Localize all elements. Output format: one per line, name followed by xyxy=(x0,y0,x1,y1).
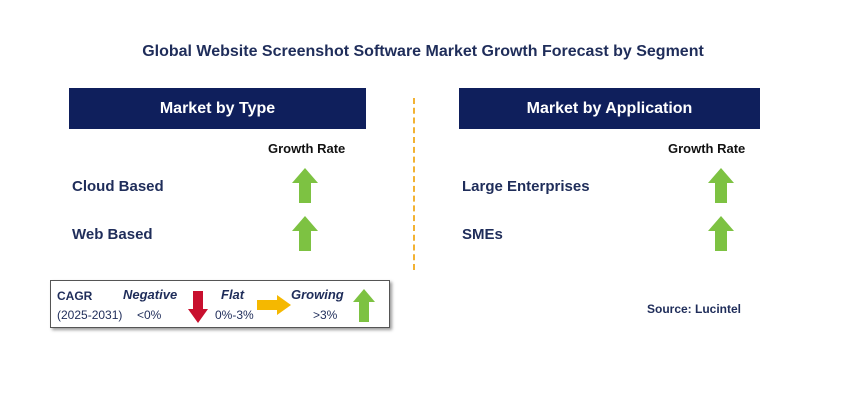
negative-range: <0% xyxy=(137,308,162,322)
cagr-label: CAGR xyxy=(57,289,93,303)
market-by-application-header: Market by Application xyxy=(459,88,760,129)
market-by-type-header: Market by Type xyxy=(69,88,366,129)
growing-range: >3% xyxy=(313,308,338,322)
application-growth-rate-label: Growth Rate xyxy=(668,141,746,156)
yellow-right-arrow-icon xyxy=(257,295,291,315)
cagr-period: (2025-2031) xyxy=(57,308,123,322)
growing-label: Growing xyxy=(291,287,344,302)
source-note: Source: Lucintel xyxy=(647,302,742,316)
row-cloud-based-label: Cloud Based xyxy=(72,178,164,195)
green-up-arrow-icon xyxy=(708,168,734,203)
page-title: Global Website Screenshot Software Marke… xyxy=(142,43,704,60)
negative-label: Negative xyxy=(123,287,178,302)
panel-divider xyxy=(413,98,415,270)
cagr-legend: CAGR (2025-2031) Negative <0% Flat 0%-3%… xyxy=(50,280,390,328)
green-up-arrow-icon xyxy=(708,216,734,251)
flat-range: 0%-3% xyxy=(215,308,254,322)
red-down-arrow-icon xyxy=(188,291,208,323)
flat-label: Flat xyxy=(221,287,245,302)
row-large-enterprises-label: Large Enterprises xyxy=(462,178,590,195)
row-smes-label: SMEs xyxy=(462,226,503,243)
green-up-arrow-icon xyxy=(292,216,318,251)
type-growth-rate-label: Growth Rate xyxy=(268,141,346,156)
green-up-arrow-icon xyxy=(353,289,375,322)
row-web-based-label: Web Based xyxy=(72,226,153,243)
green-up-arrow-icon xyxy=(292,168,318,203)
